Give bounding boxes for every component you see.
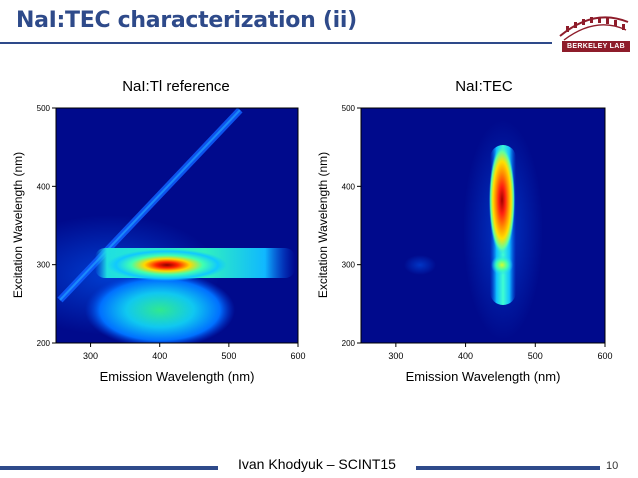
footer-rule-right xyxy=(416,466,600,470)
y-tick-label: 200 xyxy=(37,339,51,348)
y-tick-label: 500 xyxy=(37,104,51,113)
x-axis-label: Emission Wavelength (nm) xyxy=(406,369,561,384)
y-axis-ticks: 200 300 400 500 xyxy=(342,104,361,348)
heatmap-intensity xyxy=(404,120,543,340)
x-tick-label: 600 xyxy=(597,351,612,361)
secondary-spot xyxy=(491,255,513,275)
y-tick-label: 400 xyxy=(342,182,356,191)
footer-rule-left xyxy=(0,466,218,470)
x-tick-label: 300 xyxy=(388,351,403,361)
slide-title: NaI:TEC characterization (ii) xyxy=(16,8,357,33)
title-rule xyxy=(0,42,552,44)
heatmap-panel-nai-tec: NaI:TEC 300 400 500 600 200 300 400 500 Emissi… xyxy=(316,78,613,384)
heatmap-figure: NaI:Tl reference 300 400 500 600 200 300 400 5… xyxy=(11,78,613,384)
x-axis-ticks: 300 400 500 600 xyxy=(388,343,613,361)
peak-spot xyxy=(489,145,515,255)
logo-text: BERKELEY LAB xyxy=(562,41,630,52)
x-tick-label: 400 xyxy=(458,351,473,361)
footer-text: Ivan Khodyuk – SCINT15 xyxy=(238,456,396,472)
panel-title: NaI:TEC xyxy=(455,78,513,95)
x-axis-label: Emission Wavelength (nm) xyxy=(100,369,255,384)
x-tick-label: 600 xyxy=(290,351,305,361)
x-tick-label: 500 xyxy=(221,351,236,361)
x-tick-label: 300 xyxy=(83,351,98,361)
peak-spot xyxy=(107,249,227,281)
heatmap-panel-nai-tl: NaI:Tl reference 300 400 500 600 200 300 400 5… xyxy=(11,78,306,384)
x-tick-label: 400 xyxy=(152,351,167,361)
panel-title: NaI:Tl reference xyxy=(122,78,230,95)
lower-band xyxy=(85,272,235,343)
y-axis-label: Excitation Wavelength (nm) xyxy=(316,152,330,298)
y-tick-label: 200 xyxy=(342,339,356,348)
y-tick-label: 400 xyxy=(37,182,51,191)
heatmap-intensity xyxy=(56,108,295,343)
x-tick-label: 500 xyxy=(528,351,543,361)
berkeley-lab-logo-icon xyxy=(559,16,629,41)
y-tick-label: 300 xyxy=(37,261,51,270)
y-axis-ticks: 200 300 400 500 xyxy=(37,104,56,348)
y-tick-label: 500 xyxy=(342,104,356,113)
x-axis-ticks: 300 400 500 600 xyxy=(83,343,306,361)
page-number: 10 xyxy=(606,460,619,472)
y-tick-label: 300 xyxy=(342,261,356,270)
y-axis-label: Excitation Wavelength (nm) xyxy=(11,152,25,298)
